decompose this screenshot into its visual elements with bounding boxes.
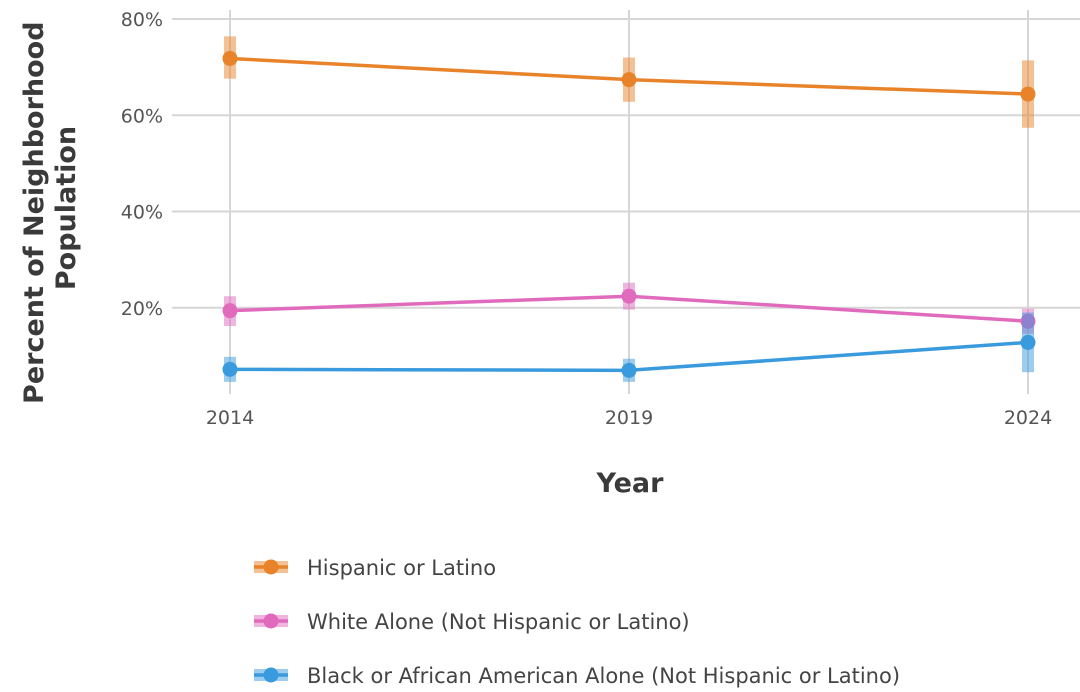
data-point	[621, 72, 637, 88]
data-point	[1020, 86, 1036, 102]
y-axis-title-line-1: Percent of Neighborhood	[19, 21, 50, 404]
x-tick-label: 2024	[1004, 407, 1052, 429]
y-tick-label: 80%	[121, 9, 163, 31]
series-1	[222, 36, 1036, 128]
legend-key-point	[263, 667, 279, 683]
x-tick-label: 2014	[206, 407, 254, 429]
data-point	[1020, 334, 1036, 350]
series-3	[222, 312, 1036, 382]
legend-label: Black or African American Alone (Not His…	[307, 664, 900, 688]
y-tick-label: 40%	[121, 202, 163, 224]
legend-item-3: Black or African American Alone (Not His…	[254, 664, 900, 688]
y-axis-title: Percent of Neighborhood Population	[19, 12, 82, 404]
series-group	[222, 36, 1036, 382]
data-point	[621, 288, 637, 304]
legend: Hispanic or Latino White Alone (Not Hispa…	[254, 556, 900, 688]
legend-item-1: Hispanic or Latino	[254, 556, 496, 580]
y-tick-label: 60%	[121, 105, 163, 127]
data-point	[222, 303, 238, 319]
legend-label: White Alone (Not Hispanic or Latino)	[307, 610, 690, 634]
data-point	[621, 362, 637, 378]
x-axis-title: Year	[596, 468, 665, 499]
legend-label: Hispanic or Latino	[307, 556, 496, 580]
data-point	[222, 361, 238, 377]
x-axis-ticks: 2014 2019 2024	[206, 407, 1052, 429]
legend-key-point	[263, 613, 279, 629]
legend-key-point	[263, 559, 279, 575]
y-axis-ticks: 20% 40% 60% 80%	[121, 9, 163, 320]
x-tick-label: 2019	[605, 407, 653, 429]
data-point	[222, 50, 238, 66]
y-axis-title-line-2: Population	[51, 126, 82, 290]
legend-item-2: White Alone (Not Hispanic or Latino)	[254, 610, 690, 634]
y-tick-label: 20%	[121, 298, 163, 320]
